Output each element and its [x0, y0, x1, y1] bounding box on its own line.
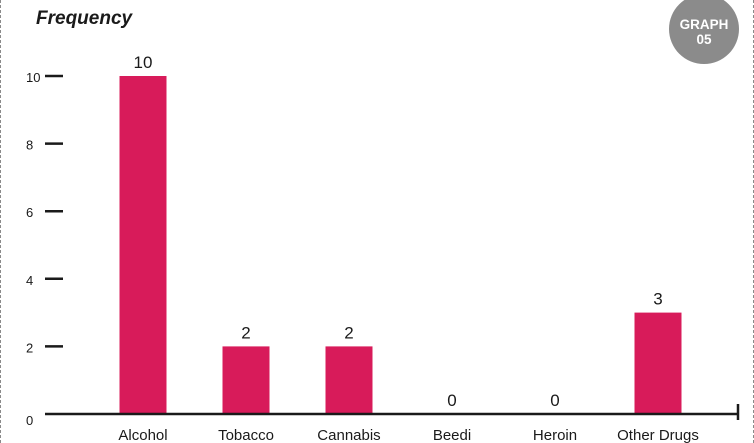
y-tick-label: 10 — [26, 70, 40, 85]
y-tick-label: 2 — [26, 340, 33, 355]
y-tick-label: 4 — [26, 273, 33, 288]
x-category-label: Heroin — [533, 427, 577, 443]
bar — [119, 76, 167, 414]
x-category-label: Tobacco — [218, 427, 274, 443]
bar-value-label: 2 — [241, 323, 250, 342]
bar-value-label: 3 — [653, 290, 662, 309]
bar — [325, 346, 373, 414]
graph-badge-label: GRAPH — [679, 17, 729, 32]
y-tick-label: 8 — [26, 138, 33, 153]
graph-badge-number: 05 — [696, 32, 712, 47]
bar — [634, 312, 682, 414]
x-category-label: Alcohol — [118, 427, 167, 443]
y-axis-title: Frequency — [36, 8, 133, 29]
bar-value-label: 0 — [447, 391, 456, 410]
y-tick-label: 0 — [26, 413, 33, 428]
x-category-label: Beedi — [433, 427, 471, 443]
bar-value-label: 0 — [550, 391, 559, 410]
graph-number-badge: GRAPH 05 — [669, 0, 739, 64]
bar-value-label: 2 — [344, 323, 353, 342]
bar-value-label: 10 — [134, 53, 153, 72]
y-tick-label: 6 — [26, 205, 33, 220]
x-category-label: Other Drugs — [617, 427, 699, 443]
x-category-label: Cannabis — [317, 427, 380, 443]
bar — [222, 346, 270, 414]
